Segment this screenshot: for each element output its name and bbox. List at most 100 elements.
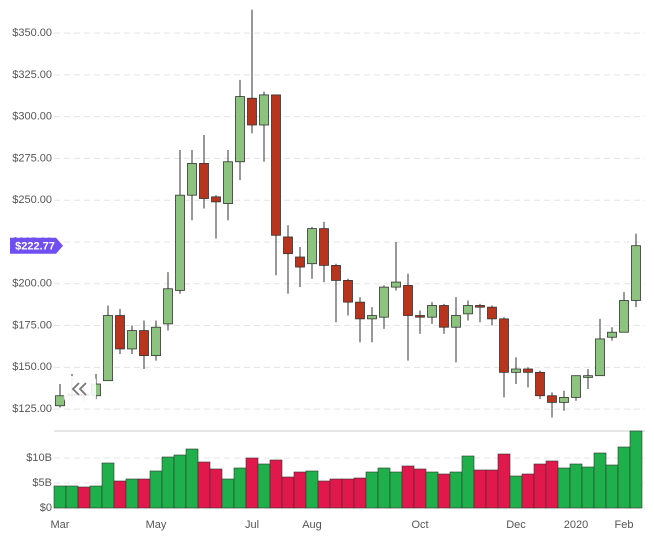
candle-body [259,94,269,126]
candle-body [523,368,533,373]
y-tick-label: $250.00 [12,194,52,206]
volume-bar [173,454,187,509]
candle-body [487,306,497,320]
candle-body [535,371,545,397]
volume-bar [197,461,211,509]
candle-body [475,305,485,308]
candle-body [163,288,173,325]
chevrons-icon[interactable] [71,382,87,396]
volume-bar [605,464,619,509]
volume-bar [77,486,91,509]
volume-bar [377,467,391,509]
volume-bar [533,463,547,509]
x-tick-label: Aug [302,519,322,531]
volume-bar [353,477,367,509]
volume-bar [425,471,439,509]
x-tick-label: Oct [411,519,428,531]
volume-bar [341,478,355,509]
candle-body [547,395,557,403]
candle-body [427,305,437,318]
candle-body [439,305,449,328]
candle-body [55,395,65,407]
candle-body [319,228,329,266]
price-badge-label: $222.77 [15,241,55,253]
x-tick-label: Feb [615,519,634,531]
scroll-back-button[interactable] [64,376,96,402]
candle-body [595,338,605,377]
candle-body [223,161,233,204]
candle-body [283,236,293,255]
volume-bar [413,468,427,509]
volume-bar [269,459,283,509]
candle-body [571,375,581,398]
candle-body [451,315,461,328]
candle-body [247,97,257,126]
volume-bar [617,446,631,509]
candle-body [391,281,401,288]
candle-body [403,285,413,316]
volume-bar [521,473,535,509]
x-tick-label: Jul [245,519,259,531]
volume-bar [245,457,259,509]
candle-body [199,163,209,199]
y-tick-label: $125.00 [12,403,52,415]
candle-body [175,194,185,291]
volume-tick-label: $0 [40,502,52,514]
y-tick-label: $200.00 [12,278,52,290]
candle-body [415,315,425,318]
y-tick-label: $150.00 [12,361,52,373]
volume-bar [461,455,475,509]
volume-bar [149,470,163,509]
y-tick-label: $300.00 [12,111,52,123]
volume-bar [509,475,523,509]
volume-bar [305,470,319,509]
volume-bar [161,456,175,509]
candle-body [367,315,377,320]
candle-body [511,368,521,373]
volume-bar [221,478,235,509]
candle-body [379,286,389,318]
candle-body [631,245,641,301]
candle-body [307,228,317,265]
volume-tick-label: $10B [26,452,52,464]
volume-bar [557,467,571,509]
volume-bar [497,453,511,509]
volume-bar [629,430,643,509]
candle-body [271,94,281,236]
y-tick-label: $350.00 [12,27,52,39]
candle-body [187,163,197,196]
candle-body [583,375,593,378]
volume-bar [137,478,151,509]
volume-bar [185,448,199,509]
volume-bar [101,462,115,509]
volume-bar [569,463,583,509]
candle-body [103,315,113,382]
candle-body [559,397,569,403]
volume-bar [209,468,223,509]
volume-bar [125,478,139,509]
price-badge [10,237,63,254]
volume-bar [65,485,79,509]
volume-bar [593,452,607,509]
candle-body [355,301,365,320]
x-tick-label: Dec [506,519,526,531]
volume-bar [449,471,463,509]
candle-body [343,280,353,303]
volume-bar [113,480,127,509]
candle-body [331,264,341,281]
volume-bar [473,469,487,509]
candle-body [211,196,221,203]
candle-body [151,326,161,357]
volume-bar [293,471,307,509]
candle-body [607,331,617,338]
candle-body [295,256,305,268]
y-tick-label: $275.00 [12,152,52,164]
candle-body [127,330,137,350]
candle-body [115,315,125,350]
volume-tick-label: $5B [32,477,52,489]
x-tick-label: 2020 [564,519,588,531]
volume-bar [53,485,67,509]
volume-bar [257,463,271,509]
volume-bar [89,485,103,509]
